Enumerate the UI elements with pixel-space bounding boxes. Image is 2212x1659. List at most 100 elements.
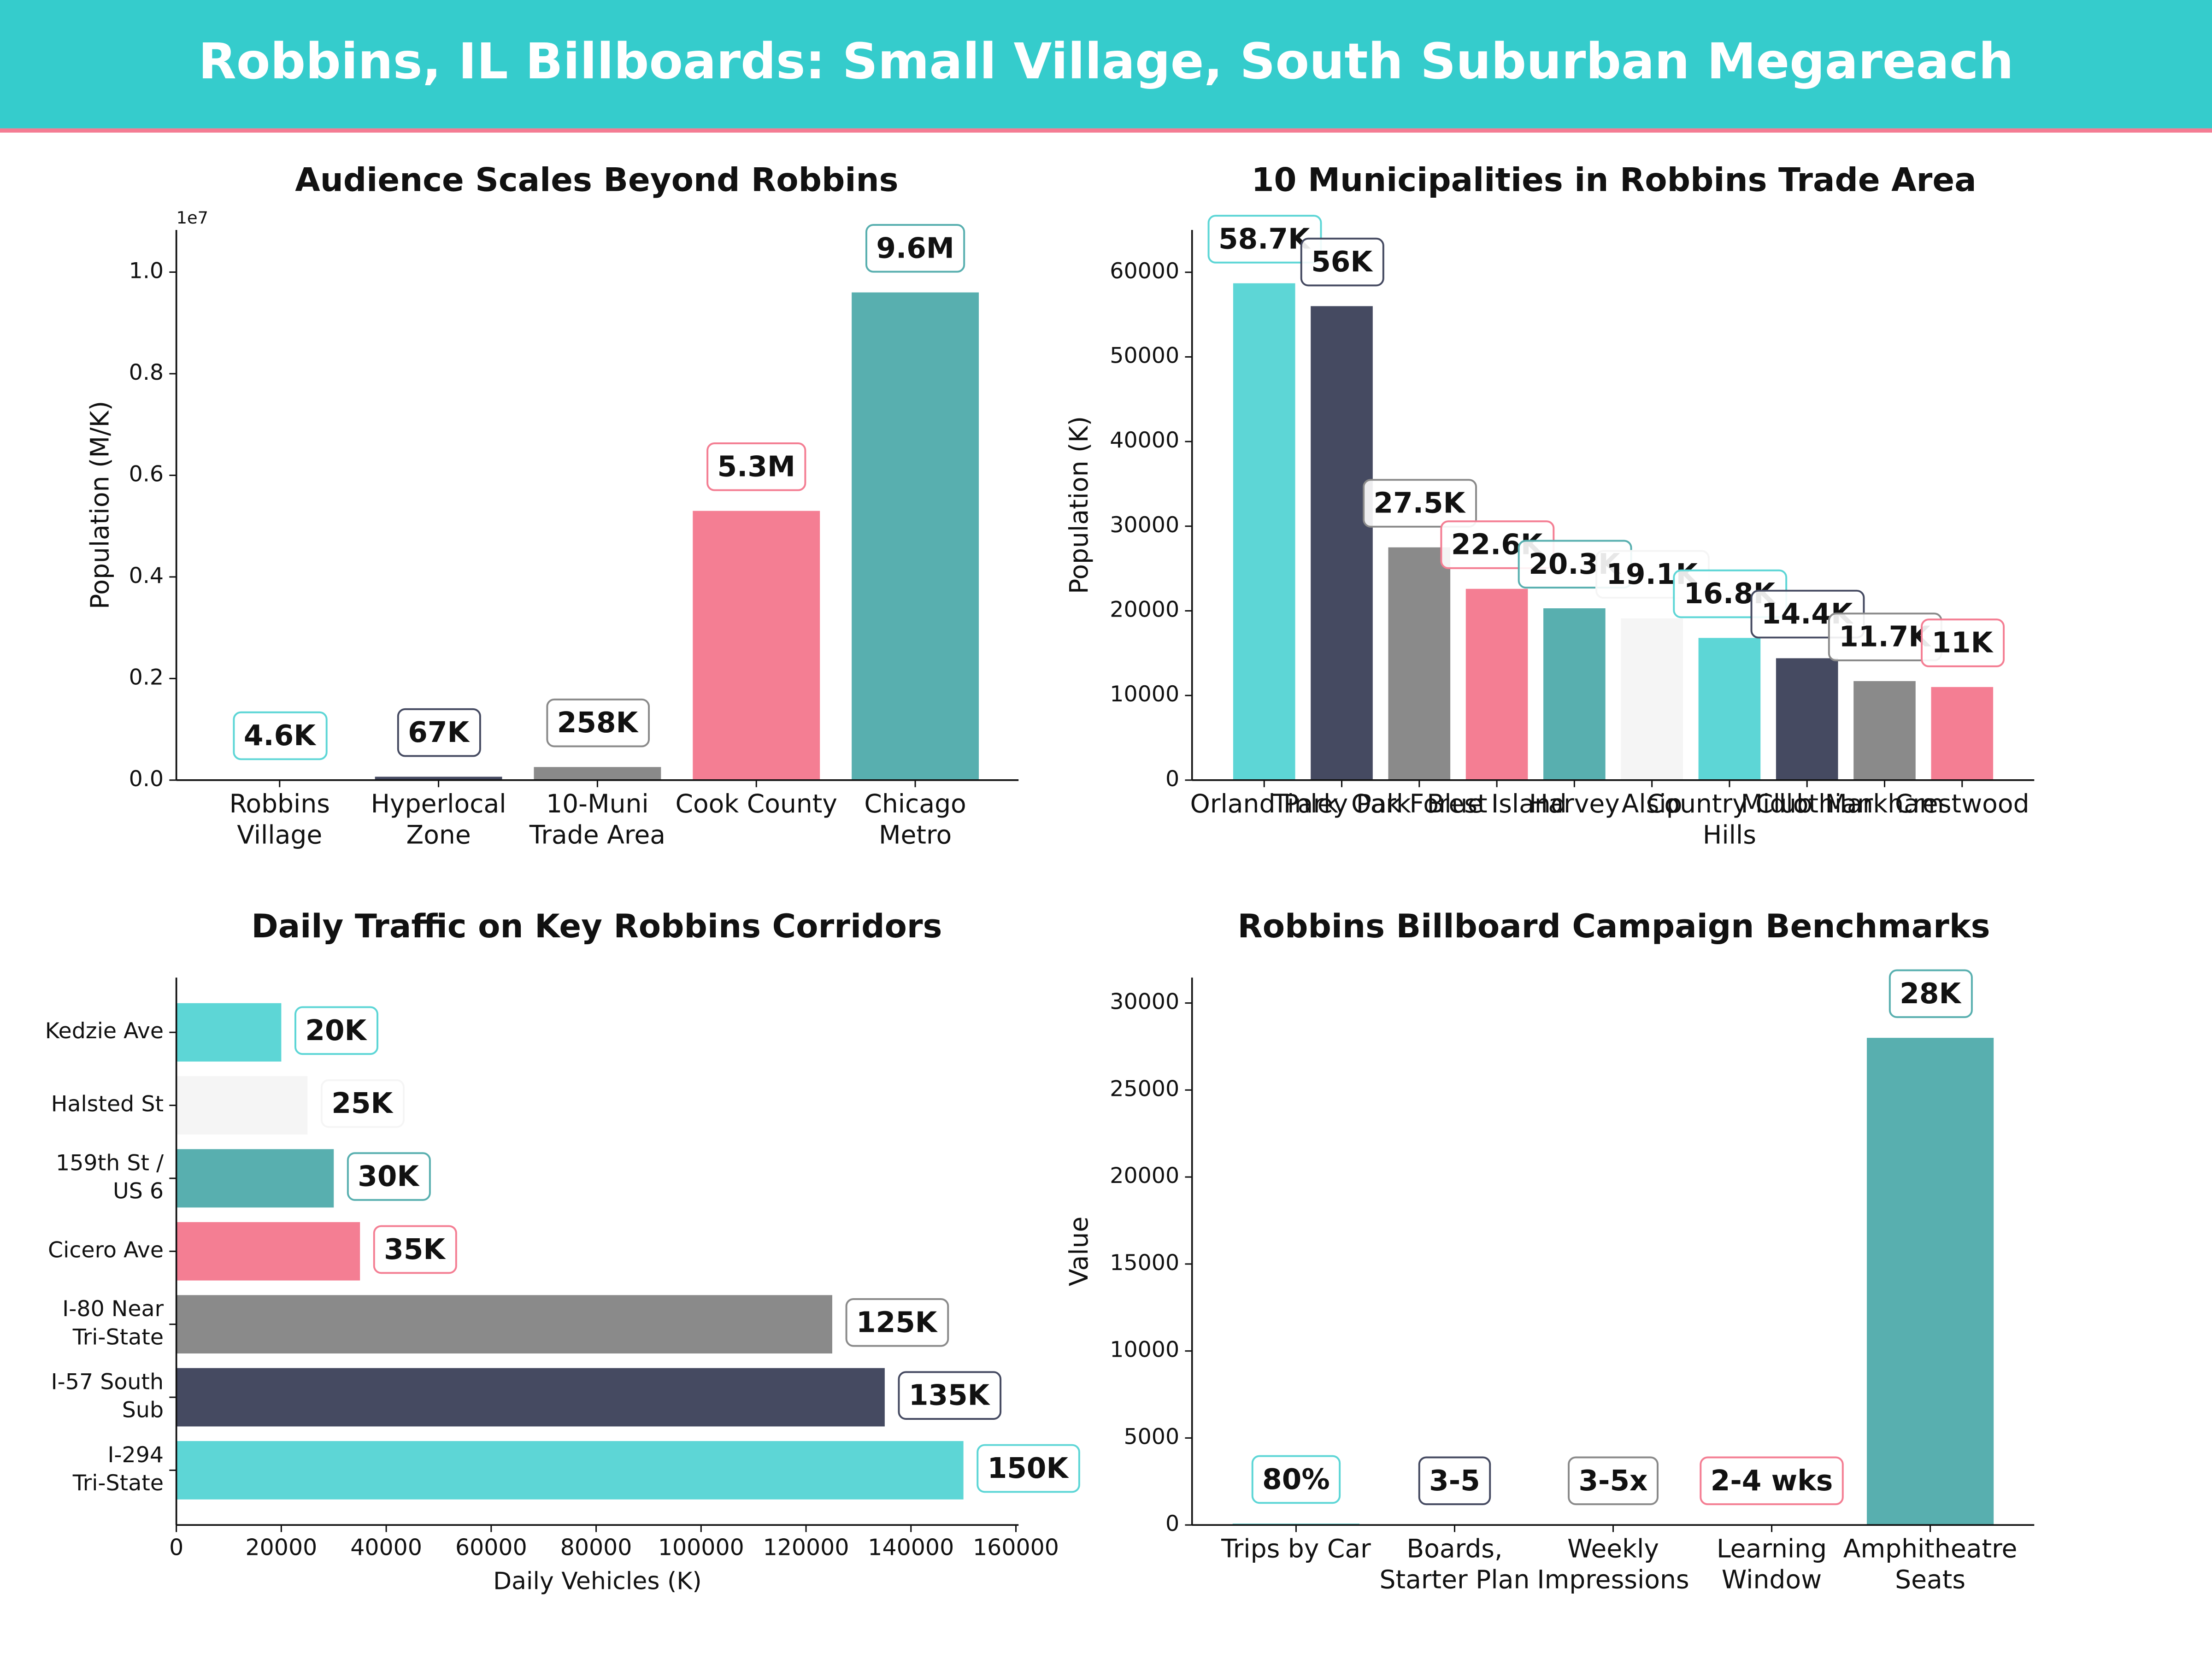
x-tick-label: Robbins Village [229, 789, 330, 849]
header-rule [0, 128, 2212, 133]
header-band [0, 0, 2212, 129]
x-tick-label: Oak Forest [1351, 789, 1488, 818]
value-label: 27.5K [1374, 487, 1466, 520]
bar [1776, 658, 1838, 780]
value-label-box [1300, 237, 1384, 287]
y-tick-label: 0.2 [129, 665, 164, 690]
x-tick-label: Midlothian [1741, 789, 1873, 818]
y-tick-label: 0.8 [129, 360, 164, 385]
bar [1465, 588, 1528, 780]
bar [176, 1222, 360, 1281]
x-axis-label: Daily Vehicles (K) [493, 1568, 702, 1595]
panel-title: 10 Municipalities in Robbins Trade Area [1252, 161, 1977, 199]
value-label-box [1568, 1456, 1659, 1506]
x-tick-label: 20000 [245, 1535, 317, 1561]
y-tick-label: I-57 South Sub [51, 1369, 164, 1423]
bar [1543, 608, 1606, 780]
value-label-box [1921, 618, 2005, 667]
value-label: 5.3M [718, 450, 795, 483]
value-label: 2-4 wks [1711, 1465, 1833, 1497]
x-tick-label: Tinley Park [1272, 789, 1411, 818]
bar [1233, 283, 1295, 780]
y-axis-label: Value [1064, 1217, 1094, 1286]
x-tick-label: Orland Park [1190, 789, 1338, 818]
value-label: 56K [1311, 246, 1373, 278]
value-label-box [320, 1079, 405, 1128]
bar [176, 1295, 832, 1354]
value-label: 25K [331, 1087, 394, 1120]
value-label: 67K [408, 716, 470, 749]
y-tick-label: 0 [1165, 1511, 1179, 1536]
y-tick-label: 1.0 [129, 258, 164, 283]
y-tick-label: 20000 [1110, 597, 1179, 623]
bar [1621, 618, 1683, 780]
bar [176, 1149, 334, 1208]
value-label: 3-5 [1429, 1465, 1480, 1497]
value-label-box [233, 711, 328, 760]
value-label: 58.7K [1218, 223, 1311, 255]
value-label: 9.6M [876, 232, 954, 265]
x-tick-label: Harvey [1529, 789, 1620, 818]
bar [1931, 687, 1994, 780]
y-axis-label: Population (K) [1064, 416, 1094, 594]
x-tick-label: Markham [1825, 789, 1944, 818]
bar [176, 1441, 964, 1500]
x-tick-label: 40000 [350, 1535, 422, 1561]
y-tick-label: 15000 [1110, 1250, 1179, 1276]
x-tick-label: Hyperlocal Zone [371, 789, 506, 849]
value-label: 35K [384, 1233, 446, 1266]
value-label: 258K [557, 706, 639, 739]
bar [852, 292, 979, 780]
y-offset-label: 1e7 [176, 208, 208, 228]
y-tick-label: 50000 [1110, 343, 1179, 368]
value-label: 135K [909, 1379, 991, 1412]
value-label: 150K [988, 1452, 1070, 1485]
value-label-box [845, 1298, 949, 1347]
value-label-box [898, 1371, 1002, 1420]
y-tick-label: 0.6 [129, 461, 164, 487]
y-tick-label: Cicero Ave [48, 1237, 164, 1263]
bar [534, 767, 661, 780]
bar [1698, 638, 1761, 780]
x-tick-label: Trips by Car [1221, 1534, 1371, 1563]
value-label-box [294, 1006, 379, 1055]
y-tick-label: 0.4 [129, 563, 164, 588]
y-tick-label: 5000 [1124, 1424, 1179, 1449]
y-tick-label: Kedzie Ave [45, 1018, 164, 1044]
x-tick-label: 100000 [658, 1535, 744, 1561]
bar [693, 511, 820, 780]
value-label: 11K [1931, 627, 1994, 659]
y-tick-label: I-80 Near Tri-State [62, 1296, 164, 1350]
x-tick-label: Country Club Hills [1647, 789, 1812, 849]
value-label-box [1418, 1456, 1491, 1506]
y-tick-label: Halsted St [51, 1092, 164, 1117]
y-tick-label: 159th St / US 6 [56, 1150, 164, 1204]
x-tick-label: 80000 [560, 1535, 632, 1561]
value-label: 11.7K [1839, 621, 1931, 653]
panel-title: Robbins Billboard Campaign Benchmarks [1238, 907, 1990, 945]
y-tick-label: 25000 [1110, 1076, 1179, 1101]
bar [176, 1076, 308, 1135]
value-label-box [1363, 479, 1477, 528]
y-tick-label: 30000 [1110, 512, 1179, 538]
value-label: 28K [1900, 977, 1962, 1010]
y-axis-label: Population (M/K) [85, 401, 115, 609]
y-tick-label: 40000 [1110, 428, 1179, 453]
y-tick-label: 10000 [1110, 1337, 1179, 1363]
page-title: Robbins, IL Billboards: Small Village, S… [198, 33, 2013, 90]
value-label-box [347, 1152, 431, 1201]
bar [1853, 681, 1916, 780]
value-label-box [706, 442, 806, 491]
x-tick-label: 10-Muni Trade Area [529, 789, 665, 849]
x-tick-label: 60000 [455, 1535, 527, 1561]
value-label-box [865, 224, 965, 273]
x-tick-label: Boards, Starter Plan [1380, 1534, 1530, 1594]
y-tick-label: 0 [1165, 766, 1179, 792]
value-label: 4.6K [244, 719, 317, 752]
value-label: 20K [305, 1014, 367, 1047]
value-label-box [977, 1444, 1080, 1493]
x-tick-label: Crestwood [1895, 789, 2030, 818]
y-tick-label: I-294 Tri-State [72, 1442, 164, 1496]
